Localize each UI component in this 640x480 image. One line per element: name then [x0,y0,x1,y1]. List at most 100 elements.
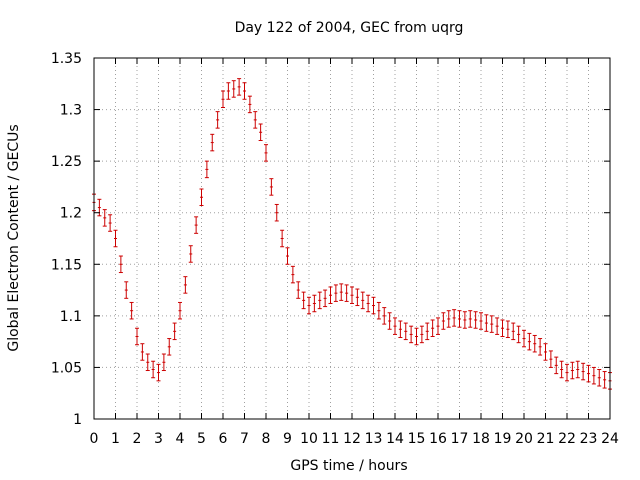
error-bar-point [371,296,376,315]
x-tick-label: 11 [322,431,340,447]
error-bar-point [360,291,365,310]
error-bar-point [543,343,548,361]
x-axis-label: GPS time / hours [290,458,407,474]
error-bar-point [290,265,295,284]
error-bar-point [355,288,360,307]
error-bar-point [425,322,430,341]
x-tick-label: 18 [472,431,490,447]
error-bar-point [473,311,478,329]
error-bar-point [194,216,199,234]
error-bar-point [323,289,328,308]
error-bar-point [204,160,209,179]
error-bar-point [328,286,333,304]
error-bar-point [597,368,602,387]
error-bar-point [156,363,161,382]
error-bar-point [285,247,290,265]
error-bar-point [500,319,505,337]
x-tick-label: 12 [343,431,361,447]
error-bar-point [264,144,268,162]
error-bar-point [409,325,414,344]
error-bar-point [317,291,322,310]
x-tick-label: 3 [154,431,163,447]
error-bar-point [532,334,537,353]
x-tick-label: 4 [176,431,185,447]
error-bar-point [247,95,252,114]
x-tick-label: 21 [537,431,555,447]
error-bar-point [237,78,242,96]
error-bar-point [231,80,236,98]
error-bar-point [565,363,569,382]
error-bar-point [462,311,467,329]
error-bar-point [575,360,580,379]
x-tick-label: 2 [133,431,142,447]
error-bar-point [301,291,306,310]
data-series [92,78,612,390]
error-bar-point [419,325,424,344]
y-tick-labels: 1 1.05 1.1 1.15 1.2 1.25 1.3 1.35 [51,51,82,428]
error-bar-point [350,286,354,304]
x-tick-label: 1 [111,431,120,447]
error-bar-point [108,214,113,232]
error-bar-point [226,82,231,100]
x-tick-label: 16 [429,431,447,447]
error-bar-point [570,361,575,380]
error-bar-point [296,281,301,299]
grid [94,58,610,419]
error-bar-point [124,281,129,299]
error-bar-point [511,322,516,341]
error-bar-point [242,82,247,100]
x-tick-labels: 0 1 2 3 4 5 6 7 8 9 10 11 12 13 14 15 16 17 18 19 20 21 22 23 24 [90,431,619,447]
error-bar-point [484,314,489,332]
y-tick-label: 1.15 [51,257,82,273]
error-bar-point [387,312,392,330]
error-bar-point [468,310,473,328]
error-bar-point [145,353,150,372]
error-bar-point [274,203,279,222]
error-bar-point [446,310,451,328]
x-tick-label: 23 [580,431,598,447]
error-bar-point [457,310,462,328]
error-bar-point [586,364,591,383]
y-tick-label: 1.35 [51,51,82,67]
x-tick-label: 19 [494,431,512,447]
x-tick-label: 24 [601,431,619,447]
x-tick-label: 5 [197,431,206,447]
error-bar-point [161,353,166,372]
x-tick-label: 22 [558,431,576,447]
error-bar-point [602,371,607,389]
error-bar-point [436,317,440,335]
x-tick-label: 9 [283,431,292,447]
error-bar-point [479,312,483,330]
y-axis-label: Global Electron Content / GECUs [6,124,22,351]
error-bar-point [559,360,564,379]
error-bar-point [113,229,118,248]
error-bar-point [505,320,510,339]
error-bar-point [339,283,344,301]
x-tick-label: 6 [219,431,228,447]
error-bar-point [178,301,182,320]
error-bar-point [522,329,526,348]
y-tick-label: 1.1 [60,309,82,325]
error-bar-point [258,123,263,142]
error-bar-point [382,307,387,325]
x-tick-label: 17 [451,431,469,447]
error-bar-point [548,350,553,368]
error-bar-point [489,315,494,333]
error-bar-point [253,111,258,129]
error-bar-point [118,255,123,274]
x-tick-label: 7 [240,431,249,447]
x-tick-label: 15 [408,431,426,447]
error-bar-point [129,301,134,320]
y-tick-label: 1 [73,412,82,428]
error-bar-point [516,325,521,344]
error-bar-point [366,294,371,313]
error-bar-point [210,133,215,152]
error-bar-point [172,322,177,341]
y-tick-label: 1.05 [51,360,82,376]
x-tick-label: 14 [386,431,404,447]
error-bar-point [333,284,338,302]
x-tick-label: 20 [515,431,533,447]
error-bar-point [97,198,102,217]
error-bar-point [376,301,381,320]
